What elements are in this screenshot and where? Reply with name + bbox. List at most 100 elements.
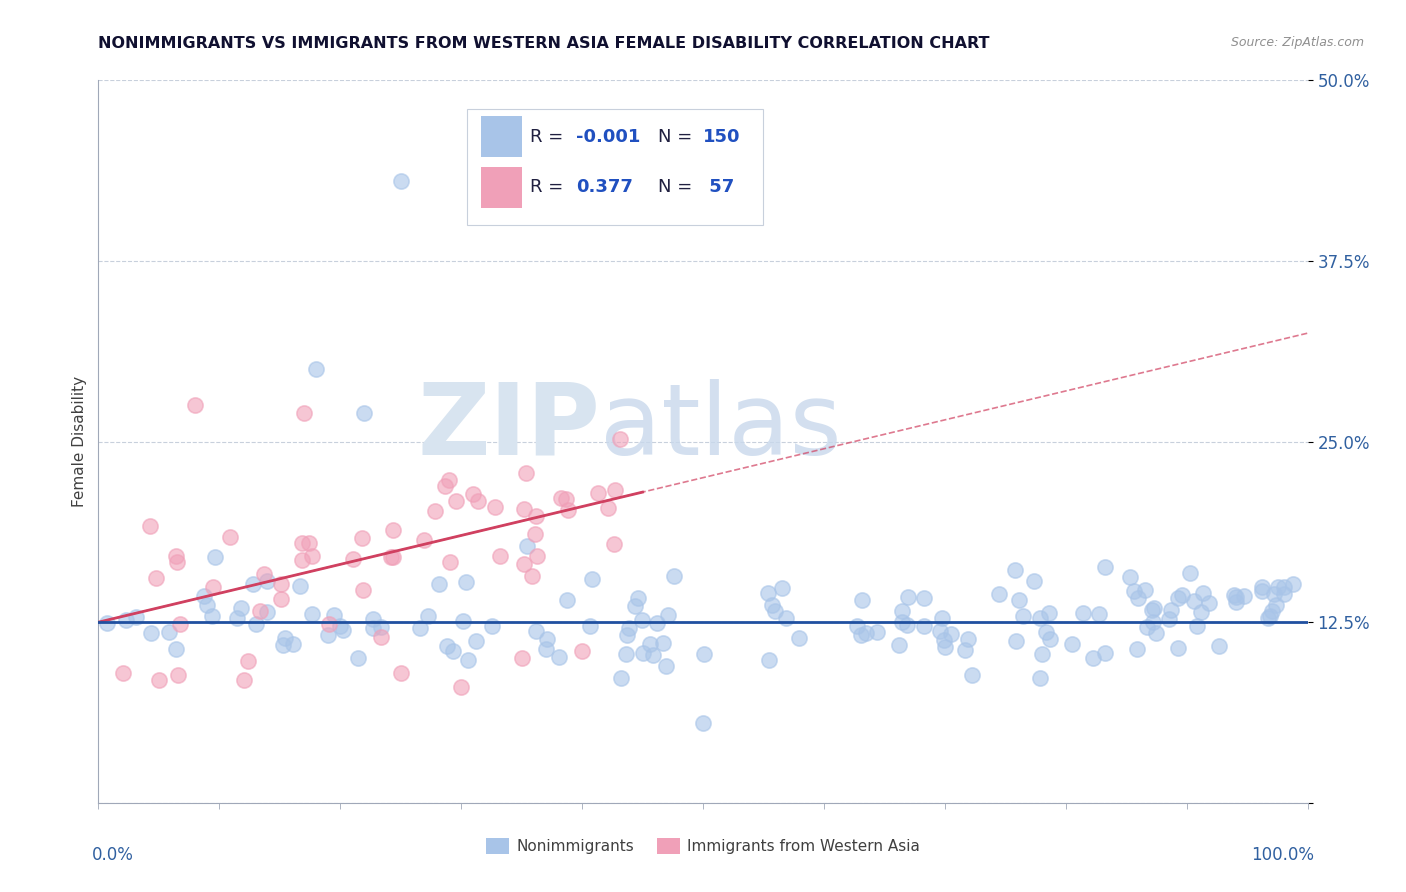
Text: R =: R =: [530, 178, 575, 196]
Point: [141, 626, 163, 640]
Point: [581, 572, 603, 586]
Point: [1136, 620, 1159, 634]
Point: [1171, 588, 1194, 602]
Point: [1167, 591, 1189, 606]
Point: [111, 665, 134, 680]
Point: [1142, 615, 1164, 630]
Point: [1088, 607, 1111, 621]
Point: [1004, 634, 1026, 648]
Point: [301, 549, 323, 564]
Point: [489, 549, 512, 563]
Point: [1208, 640, 1230, 654]
Point: [912, 619, 935, 633]
Point: [655, 658, 678, 673]
Point: [1071, 607, 1094, 621]
Point: [1250, 584, 1272, 599]
Point: [318, 617, 340, 632]
Point: [554, 492, 576, 507]
Point: [692, 716, 714, 731]
Point: [957, 632, 980, 647]
Point: [596, 500, 619, 515]
Point: [245, 616, 267, 631]
Point: [193, 589, 215, 603]
Point: [651, 636, 673, 650]
Point: [115, 613, 138, 627]
Text: 0.0%: 0.0%: [93, 847, 134, 864]
Point: [96, 616, 118, 631]
Point: [1094, 559, 1116, 574]
Point: [347, 650, 370, 665]
Point: [1012, 609, 1035, 624]
Point: [1192, 586, 1215, 600]
Point: [662, 569, 685, 583]
Y-axis label: Female Disability: Female Disability: [72, 376, 87, 508]
Point: [1282, 577, 1305, 591]
Point: [342, 551, 364, 566]
Point: [332, 623, 354, 637]
Point: [1182, 594, 1205, 608]
Point: [1031, 647, 1053, 661]
Point: [1185, 619, 1208, 633]
Point: [329, 619, 352, 633]
Point: [271, 638, 294, 652]
Point: [627, 591, 650, 606]
Point: [849, 628, 872, 642]
Point: [1198, 596, 1220, 610]
Point: [630, 613, 652, 627]
Point: [643, 648, 665, 663]
Point: [361, 612, 384, 626]
Point: [550, 491, 572, 505]
Point: [1159, 612, 1181, 626]
Point: [987, 587, 1010, 601]
Point: [1035, 625, 1057, 640]
Point: [1094, 646, 1116, 660]
Point: [305, 362, 328, 376]
Point: [510, 651, 533, 665]
FancyBboxPatch shape: [467, 109, 763, 225]
Text: 57: 57: [703, 178, 734, 196]
Point: [463, 487, 485, 501]
Point: [301, 607, 323, 621]
Point: [389, 665, 412, 680]
Point: [184, 398, 207, 412]
Text: R =: R =: [530, 128, 569, 145]
Text: -0.001: -0.001: [576, 128, 640, 145]
Point: [145, 571, 167, 585]
Point: [148, 673, 170, 687]
Point: [787, 631, 810, 645]
Point: [1128, 591, 1150, 605]
Point: [389, 174, 412, 188]
Text: atlas: atlas: [600, 378, 842, 475]
Point: [571, 644, 593, 658]
Point: [256, 605, 278, 619]
Point: [242, 577, 264, 591]
Point: [897, 590, 920, 604]
Point: [770, 581, 793, 595]
Point: [236, 654, 259, 668]
Point: [1264, 599, 1286, 613]
Point: [380, 549, 402, 564]
Point: [610, 671, 633, 685]
Point: [229, 601, 252, 615]
Point: [1250, 581, 1272, 595]
Point: [555, 593, 578, 607]
Point: [436, 639, 458, 653]
Point: [524, 509, 547, 524]
Point: [602, 537, 624, 551]
Point: [960, 668, 983, 682]
Point: [1143, 600, 1166, 615]
Point: [202, 581, 225, 595]
Point: [1029, 610, 1052, 624]
Point: [887, 639, 910, 653]
Point: [467, 494, 489, 508]
FancyBboxPatch shape: [481, 167, 522, 208]
Legend: Nonimmigrants, Immigrants from Western Asia: Nonimmigrants, Immigrants from Western A…: [479, 832, 927, 860]
Text: ZIP: ZIP: [418, 378, 600, 475]
FancyBboxPatch shape: [481, 116, 522, 157]
Point: [361, 621, 384, 635]
Point: [1038, 606, 1060, 620]
Point: [645, 616, 668, 631]
Text: N =: N =: [658, 178, 699, 196]
Point: [298, 535, 321, 549]
Point: [195, 599, 218, 613]
